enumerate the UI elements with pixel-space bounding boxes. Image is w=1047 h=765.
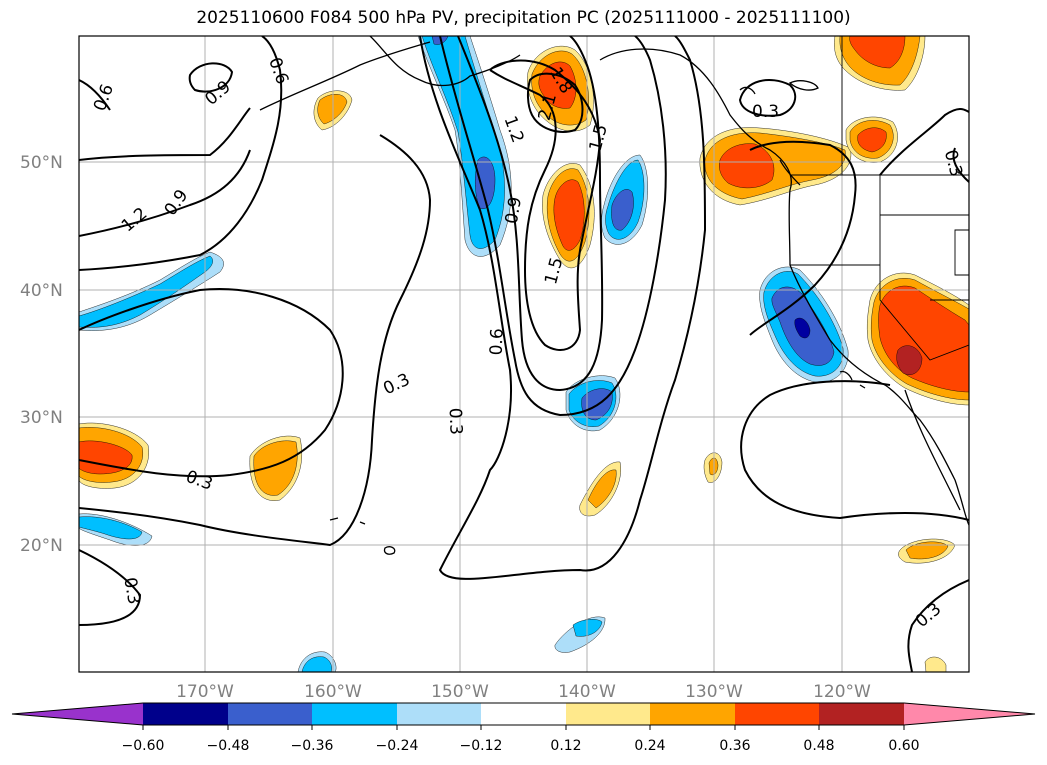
colorbar-segment — [228, 703, 312, 725]
lon-label-160w: 160°W — [304, 682, 362, 702]
colorbar-tick-label: −0.24 — [376, 738, 419, 754]
colorbar-extend-low — [12, 703, 143, 725]
colorbar: −0.60 −0.48 −0.36 −0.24 −0.12 0.12 0.24 … — [11, 702, 1036, 754]
neg-anomaly-area — [475, 156, 496, 209]
lon-label-130w: 130°W — [685, 682, 743, 702]
neg-anomaly-area — [79, 516, 143, 540]
contour-label: 1.2 — [118, 204, 152, 237]
colorbar-segment — [566, 703, 650, 725]
colorbar-ticks — [142, 725, 905, 730]
colorbar-tick-label: 0.60 — [888, 738, 919, 754]
contour-label: 0.9 — [502, 195, 526, 225]
contour-label: 0.3 — [752, 102, 779, 122]
contour-label: 0.3 — [183, 467, 215, 495]
colorbar-segment — [397, 703, 481, 725]
plot-frame — [78, 35, 970, 673]
pos-anomaly-area — [905, 541, 949, 560]
neg-anomaly-area — [611, 189, 634, 231]
colorbar-tick-label: −0.12 — [460, 738, 503, 754]
lon-label-140w: 140°W — [558, 682, 616, 702]
contour-label: 0.6 — [264, 55, 292, 87]
pos-anomaly-area — [79, 440, 133, 475]
lon-label-170w: 170°W — [176, 682, 234, 702]
pos-anomaly-area — [924, 656, 947, 672]
contour-label: 0.3 — [912, 599, 946, 632]
colorbar-segment — [312, 703, 397, 725]
pos-anomaly-area — [253, 440, 298, 496]
longitude-labels: 170°W 160°W 150°W 140°W 130°W 120°W — [176, 682, 871, 702]
pos-anomaly-area — [896, 345, 923, 375]
neg-anomaly-area — [79, 255, 213, 328]
contour-label: 0.6 — [90, 82, 118, 114]
lon-label-150w: 150°W — [431, 682, 489, 702]
colorbar-tick-label: −0.60 — [122, 738, 165, 754]
colorbar-segment — [481, 703, 566, 725]
lat-label-20n: 20°N — [20, 536, 63, 556]
colorbar-tick-label: 0.36 — [719, 738, 750, 754]
contour-label: 0.9 — [201, 77, 235, 110]
contour-label: 0.3 — [380, 370, 413, 400]
contour-label: 0.6 — [487, 328, 508, 356]
pos-anomaly-area — [857, 127, 887, 153]
pos-anomaly-area — [587, 469, 617, 509]
latitude-labels: 50°N 40°N 30°N 20°N — [20, 153, 63, 556]
map-title: 2025110600 F084 500 hPa PV, precipitatio… — [196, 8, 851, 28]
lon-label-120w: 120°W — [813, 682, 871, 702]
colorbar-tick-label: 0.24 — [634, 738, 665, 754]
colorbar-tick-label: −0.48 — [207, 738, 250, 754]
pv-contours — [79, 36, 969, 672]
lat-label-50n: 50°N — [20, 153, 63, 173]
neg-anomaly-area — [301, 656, 332, 672]
neg-anomaly-area — [794, 317, 811, 339]
contour-label: 0.3 — [445, 407, 466, 435]
colorbar-tick-label: −0.36 — [291, 738, 334, 754]
lat-label-40n: 40°N — [20, 281, 63, 301]
contour-label: 1.5 — [541, 255, 567, 286]
precip-shading — [79, 36, 969, 672]
pos-anomaly-area — [317, 94, 348, 125]
contour-label: 1.5 — [586, 122, 612, 153]
colorbar-extend-high — [904, 703, 1035, 725]
lat-label-30n: 30°N — [20, 408, 63, 428]
contour-label: 0.3 — [940, 148, 966, 179]
colorbar-segment — [143, 703, 228, 725]
colorbar-tick-label: 0.12 — [550, 738, 581, 754]
colorbar-segment — [735, 703, 819, 725]
pos-anomaly-area — [553, 179, 585, 251]
colorbar-segment — [819, 703, 904, 725]
colorbar-segment — [650, 703, 735, 725]
contour-label: 0.3 — [119, 576, 143, 606]
pos-anomaly-area — [719, 143, 775, 189]
pos-anomaly-area — [849, 36, 906, 69]
colorbar-tick-label: 0.48 — [803, 738, 834, 754]
